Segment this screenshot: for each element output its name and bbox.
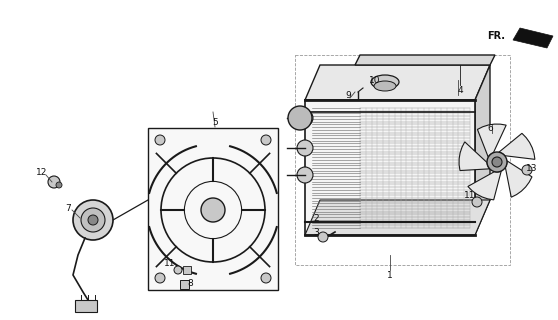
Text: 10: 10 bbox=[369, 76, 381, 84]
Polygon shape bbox=[305, 100, 475, 235]
Text: 6: 6 bbox=[487, 124, 493, 132]
Circle shape bbox=[56, 182, 62, 188]
Circle shape bbox=[88, 215, 98, 225]
Circle shape bbox=[261, 273, 271, 283]
Circle shape bbox=[201, 198, 225, 222]
Polygon shape bbox=[475, 65, 490, 235]
Circle shape bbox=[297, 140, 313, 156]
Text: 4: 4 bbox=[457, 85, 463, 94]
Circle shape bbox=[155, 273, 165, 283]
Circle shape bbox=[155, 135, 165, 145]
Polygon shape bbox=[513, 28, 553, 48]
Circle shape bbox=[318, 232, 328, 242]
Circle shape bbox=[288, 106, 312, 130]
Circle shape bbox=[297, 110, 313, 126]
Circle shape bbox=[261, 135, 271, 145]
Text: 13: 13 bbox=[526, 164, 538, 172]
Bar bbox=[183, 266, 191, 274]
Circle shape bbox=[73, 200, 113, 240]
Circle shape bbox=[487, 152, 507, 172]
Circle shape bbox=[48, 176, 60, 188]
Polygon shape bbox=[459, 142, 490, 171]
Circle shape bbox=[492, 157, 502, 167]
Text: 5: 5 bbox=[212, 117, 218, 126]
Polygon shape bbox=[468, 171, 501, 200]
Circle shape bbox=[81, 208, 105, 232]
Bar bbox=[148, 128, 278, 290]
Circle shape bbox=[472, 197, 482, 207]
Text: 11: 11 bbox=[464, 190, 476, 199]
Ellipse shape bbox=[374, 81, 396, 91]
Text: 8: 8 bbox=[187, 279, 193, 289]
Circle shape bbox=[522, 165, 532, 175]
Text: 2: 2 bbox=[313, 213, 319, 222]
Polygon shape bbox=[478, 124, 506, 157]
Text: 9: 9 bbox=[345, 91, 351, 100]
Ellipse shape bbox=[371, 75, 399, 89]
Bar bbox=[75, 300, 97, 312]
Polygon shape bbox=[305, 200, 490, 235]
Polygon shape bbox=[499, 133, 535, 159]
Text: 1: 1 bbox=[387, 270, 393, 279]
Polygon shape bbox=[305, 65, 490, 100]
Circle shape bbox=[174, 266, 182, 274]
Polygon shape bbox=[506, 161, 532, 197]
Circle shape bbox=[297, 167, 313, 183]
Text: 12: 12 bbox=[36, 167, 47, 177]
Text: FR.: FR. bbox=[487, 31, 505, 41]
Bar bbox=[180, 280, 189, 289]
Text: 11: 11 bbox=[164, 260, 176, 268]
Polygon shape bbox=[355, 55, 495, 65]
Text: 3: 3 bbox=[313, 228, 319, 236]
Text: 7: 7 bbox=[65, 204, 71, 212]
